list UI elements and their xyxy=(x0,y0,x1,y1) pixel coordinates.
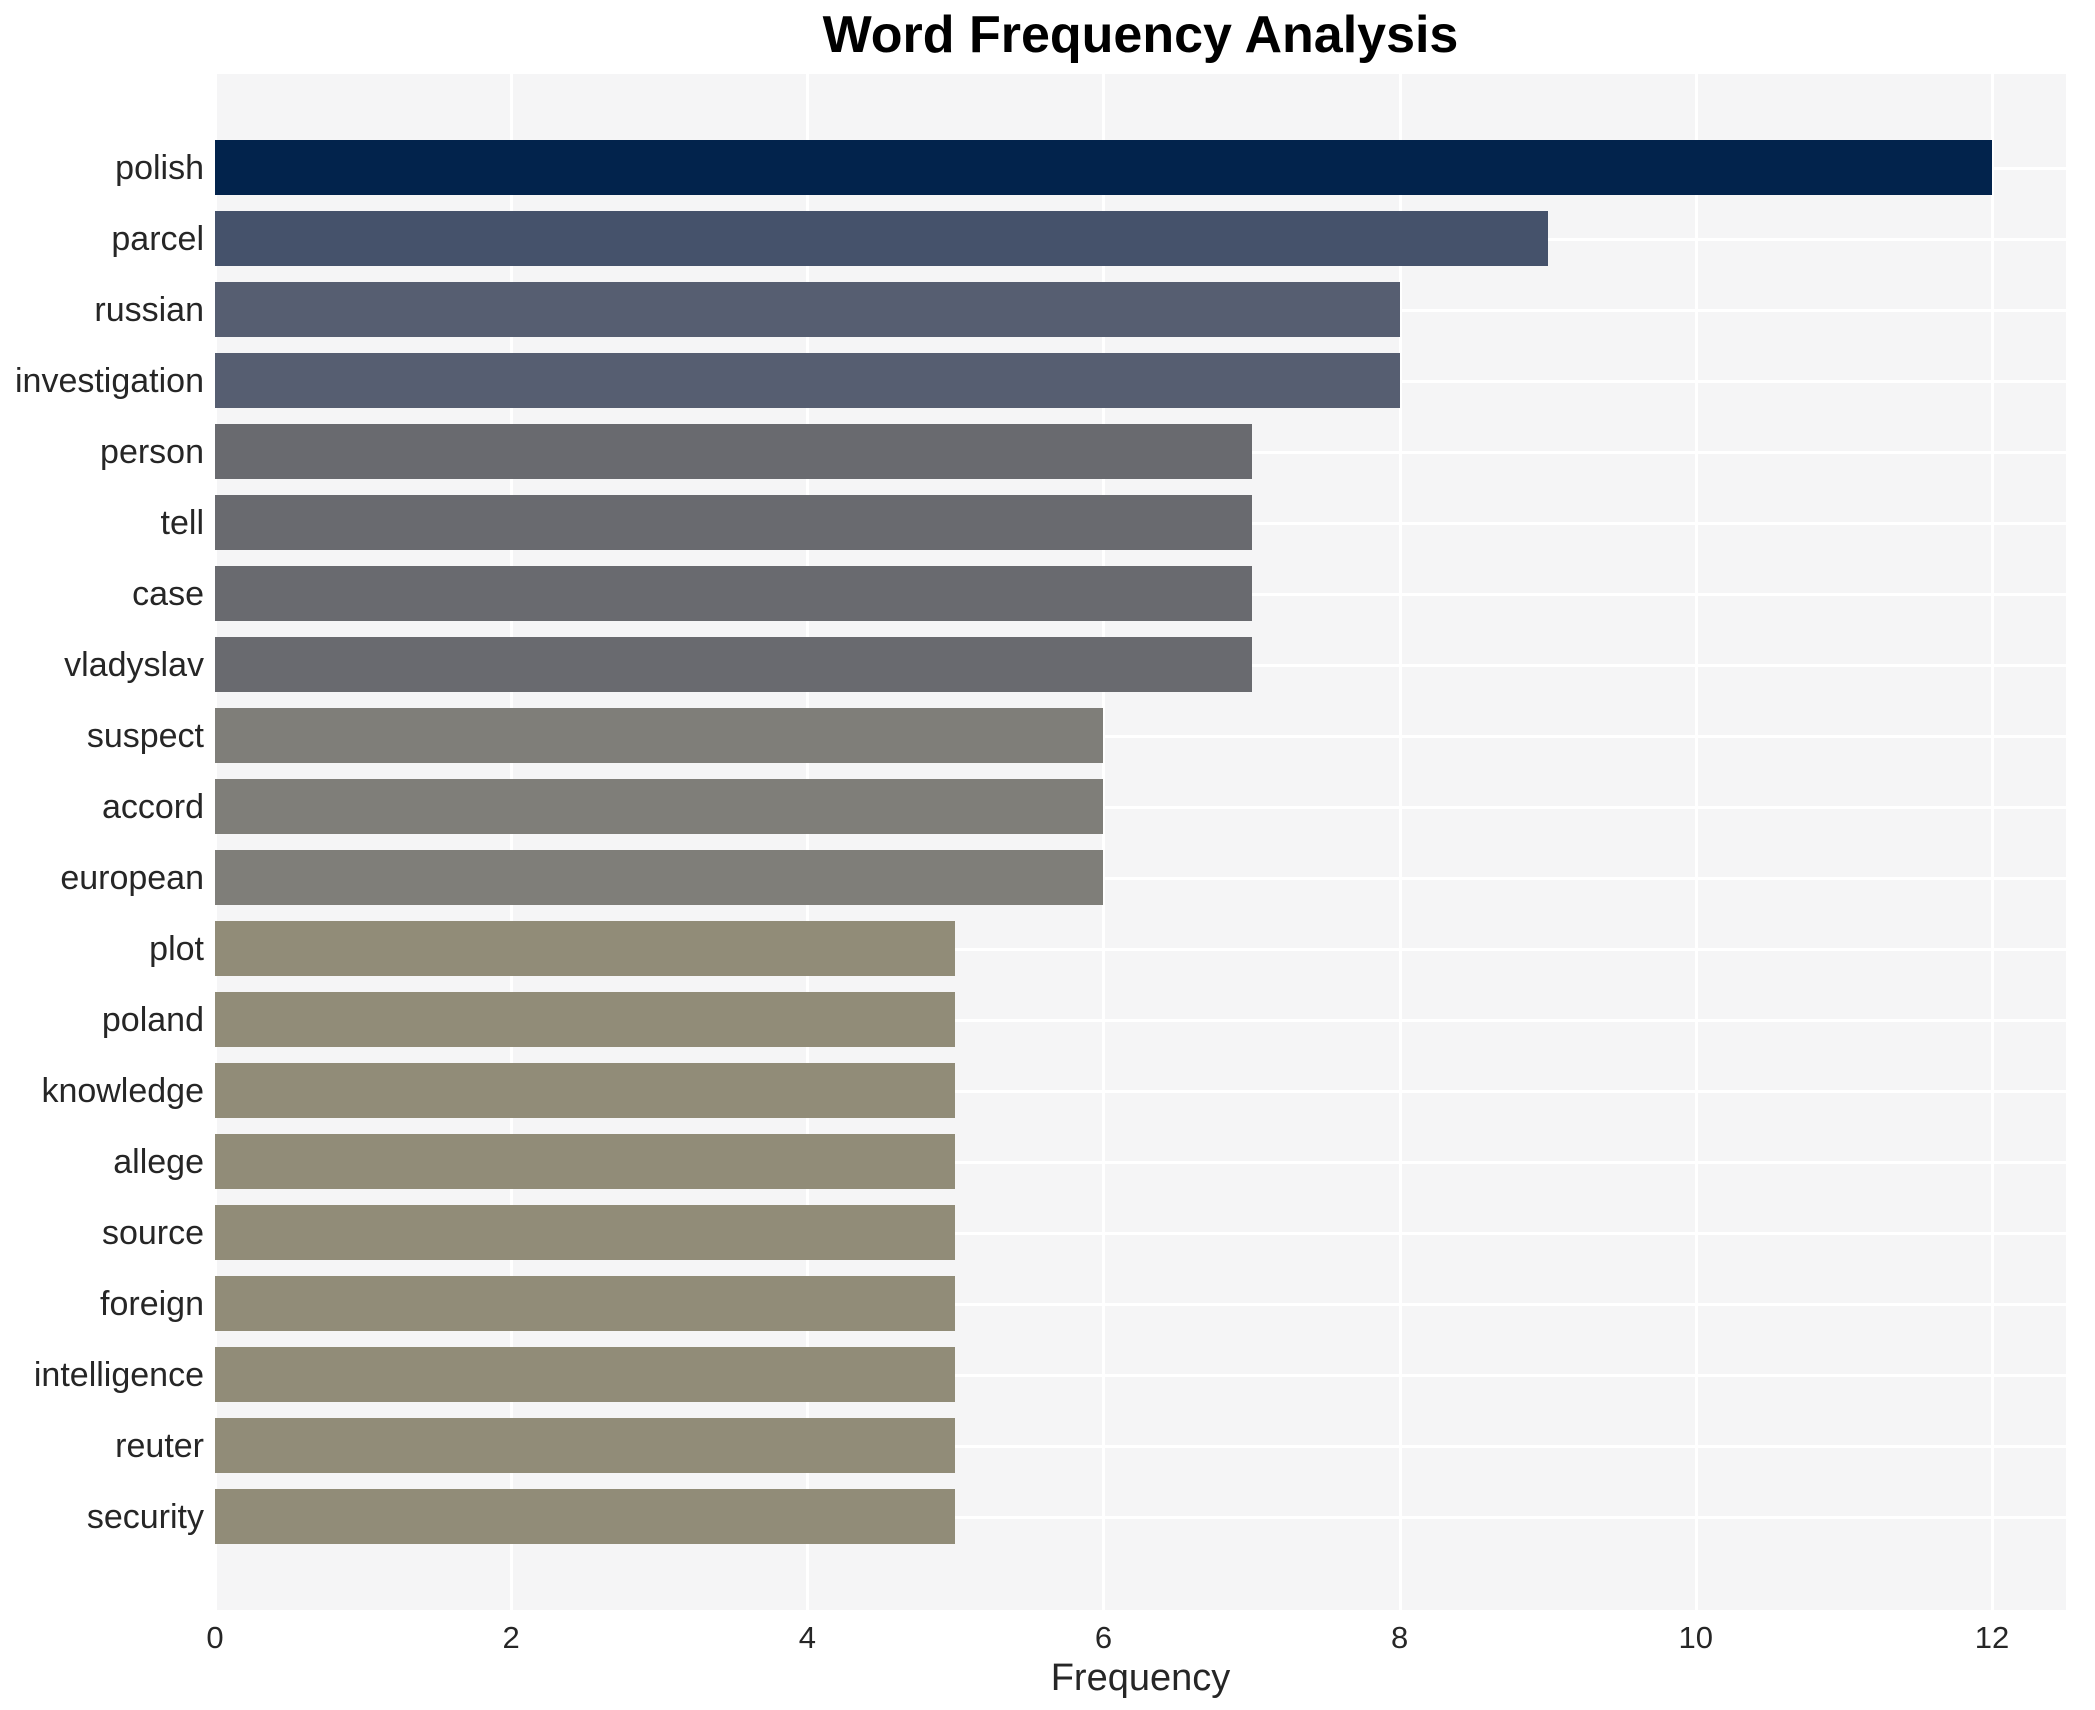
x-tick-6: 6 xyxy=(1094,1620,1113,1655)
x-axis-tick-labels: 0 2 4 6 8 10 12 xyxy=(206,1620,2066,1660)
x-tick-10: 10 xyxy=(1678,1620,1714,1655)
y-label-polish: polish xyxy=(115,148,204,187)
y-label-vladyslav: vladyslav xyxy=(64,645,204,684)
bar-case xyxy=(215,566,1252,621)
y-gridline-reuter xyxy=(215,1444,2066,1448)
y-label-investigation: investigation xyxy=(14,361,204,400)
y-label-tell: tell xyxy=(160,503,204,542)
x-gridline-2 xyxy=(510,74,514,1610)
x-tick-2: 2 xyxy=(502,1620,520,1655)
plot-area xyxy=(214,74,2066,1610)
y-gridline-allege xyxy=(215,1160,2066,1164)
bar-foreign xyxy=(215,1276,956,1331)
bar-allege xyxy=(215,1134,956,1189)
bar-security xyxy=(215,1489,956,1544)
y-gridline-intelligence xyxy=(215,1373,2066,1377)
y-label-case: case xyxy=(132,574,204,613)
x-tick-4: 4 xyxy=(798,1620,816,1655)
bar-person xyxy=(215,424,1252,479)
bar-source xyxy=(215,1205,956,1260)
y-label-foreign: foreign xyxy=(100,1284,204,1323)
y-gridline-foreign xyxy=(215,1302,2066,1306)
y-gridline-accord xyxy=(215,805,2066,809)
y-label-person: person xyxy=(100,432,204,471)
y-label-russian: russian xyxy=(94,290,204,329)
y-gridline-source xyxy=(215,1231,2066,1235)
y-label-intelligence: intelligence xyxy=(33,1355,204,1394)
y-label-knowledge: knowledge xyxy=(41,1071,204,1110)
x-tick-8: 8 xyxy=(1391,1620,1409,1655)
y-gridline-knowledge xyxy=(215,1089,2066,1093)
bar-knowledge xyxy=(215,1063,956,1118)
y-label-european: european xyxy=(60,858,204,897)
chart-title: Word Frequency Analysis xyxy=(822,6,1459,64)
y-label-suspect: suspect xyxy=(86,716,204,755)
bar-intelligence xyxy=(215,1347,956,1402)
x-tick-12: 12 xyxy=(1974,1620,2010,1655)
bar-accord xyxy=(215,779,1104,834)
y-gridline-european xyxy=(215,876,2066,880)
y-label-allege: allege xyxy=(113,1142,204,1181)
bar-tell xyxy=(215,495,1252,550)
y-gridline-poland xyxy=(215,1018,2066,1022)
y-gridline-security xyxy=(215,1515,2066,1519)
y-label-source: source xyxy=(101,1213,204,1252)
bar-vladyslav xyxy=(215,637,1252,692)
y-label-parcel: parcel xyxy=(111,219,204,258)
x-gridline-0 xyxy=(214,74,217,1610)
bar-reuter xyxy=(215,1418,956,1473)
y-label-poland: poland xyxy=(101,1000,204,1039)
y-axis-category-labels: polish parcel russian investigation person te… xyxy=(0,74,204,1610)
bar-investigation xyxy=(215,353,1400,408)
bar-plot xyxy=(215,921,956,976)
y-gridline-plot xyxy=(215,947,2066,951)
bar-parcel xyxy=(215,211,1548,266)
x-gridline-10 xyxy=(1694,74,1698,1610)
y-label-reuter: reuter xyxy=(115,1426,204,1465)
x-gridline-12 xyxy=(1990,74,1994,1610)
bar-polish xyxy=(215,140,1992,195)
y-label-plot: plot xyxy=(149,929,204,968)
y-gridline-suspect xyxy=(215,734,2066,738)
bar-poland xyxy=(215,992,956,1047)
bar-russian xyxy=(215,282,1400,337)
y-label-accord: accord xyxy=(101,787,204,826)
x-gridline-8 xyxy=(1398,74,1402,1610)
x-axis-title: Frequency xyxy=(1050,1657,1231,1699)
x-tick-0: 0 xyxy=(206,1620,224,1655)
x-gridline-4 xyxy=(806,74,810,1610)
y-label-security: security xyxy=(86,1497,204,1536)
bar-european xyxy=(215,850,1104,905)
bar-suspect xyxy=(215,708,1104,763)
x-gridline-6 xyxy=(1102,74,1106,1610)
